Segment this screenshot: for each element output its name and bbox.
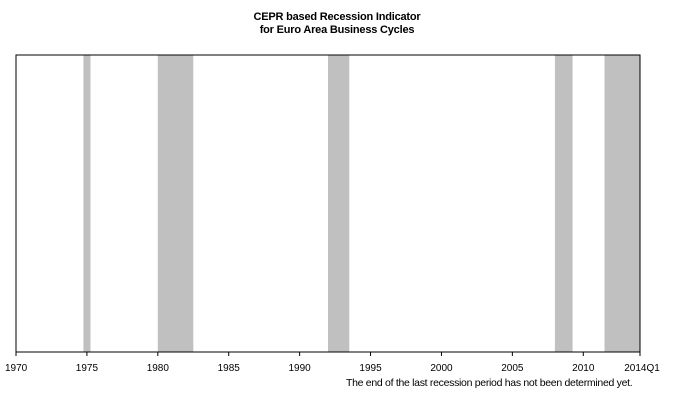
x-tick-label-2: 1975 (76, 363, 99, 374)
x-axis-tick-labels: 1970 1975 1980 1985 1990 1995 2000 2005 2010 2014… (5, 363, 660, 374)
x-tick-label-9: 2010 (572, 363, 595, 374)
recession-bar-3 (328, 55, 350, 352)
recession-bar-5 (604, 55, 640, 352)
x-tick-label-4: 1985 (218, 363, 241, 374)
x-axis-ticks (15, 352, 641, 356)
footnote: The end of the last recession period has… (346, 377, 633, 389)
x-tick-label-6: 1995 (359, 363, 382, 374)
recession-bar-2 (157, 55, 194, 352)
recession-bar-4 (554, 55, 573, 352)
x-tick-label-7: 2000 (430, 363, 453, 374)
x-tick-label-5: 1990 (289, 363, 312, 374)
x-tick-label-8: 2005 (501, 363, 524, 374)
x-tick-label-3: 1980 (147, 363, 170, 374)
chart-title-line-2: for Euro Area Business Cycles (259, 24, 415, 36)
plot-frame (15, 54, 641, 353)
x-tick-label-1: 1970 (5, 363, 28, 374)
chart-title-line-1: CEPR based Recession Indicator (253, 11, 421, 23)
recession-bars (83, 55, 640, 352)
x-tick-label-10: 2014Q1 (624, 363, 660, 374)
recession-bar-1 (83, 55, 91, 352)
